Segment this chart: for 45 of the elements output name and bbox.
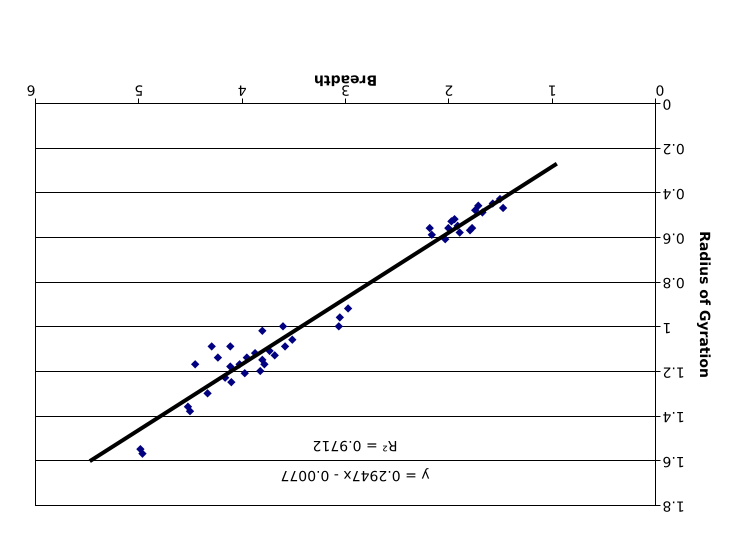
- point: [336, 313, 344, 322]
- y-tick-label: 1: [662, 318, 672, 335]
- x-tick-label: 4: [238, 82, 247, 98]
- x-tick-label: 6: [26, 82, 36, 98]
- point: [186, 407, 194, 416]
- y-tick-label: 0.2: [662, 140, 685, 156]
- point: [226, 342, 234, 351]
- y-tick-label: 1.4: [662, 408, 685, 424]
- point: [270, 351, 279, 360]
- point: [280, 342, 290, 351]
- point: [190, 360, 200, 368]
- x-tick-label: 5: [134, 82, 144, 98]
- y-axis-title: Radius of Gyration: [696, 231, 712, 378]
- point: [498, 204, 508, 212]
- y-tick-label: 1.2: [662, 364, 685, 380]
- point: [258, 326, 267, 335]
- point: [227, 378, 236, 386]
- point: [428, 230, 436, 239]
- point: [278, 322, 288, 331]
- x-tick-label: 1: [548, 82, 557, 98]
- y-tick-label: 0.8: [662, 274, 685, 290]
- point: [240, 369, 249, 378]
- annotation: y = 0.2947x - 0.0077: [280, 467, 430, 483]
- point: [334, 322, 343, 331]
- point: [288, 336, 296, 344]
- point: [344, 304, 352, 313]
- annotation: R² = 0.9712: [312, 437, 398, 453]
- y-tick-label: 0.4: [662, 184, 685, 201]
- y-tick-label: 1.6: [662, 452, 685, 469]
- point: [471, 206, 480, 214]
- x-axis-title: Breadth: [314, 72, 378, 88]
- point: [468, 224, 476, 232]
- y-tick-label: 1.8: [662, 498, 685, 514]
- y-tick-label: 0: [662, 96, 672, 112]
- x-tick-label: 2: [444, 82, 454, 98]
- point: [203, 389, 212, 398]
- point: [456, 228, 464, 237]
- y-tick-label: 0.6: [662, 230, 685, 246]
- point: [260, 360, 269, 368]
- point: [214, 353, 222, 362]
- point: [474, 202, 482, 210]
- point: [426, 224, 434, 232]
- point: [256, 366, 264, 376]
- point: [208, 342, 216, 351]
- point: [136, 444, 145, 454]
